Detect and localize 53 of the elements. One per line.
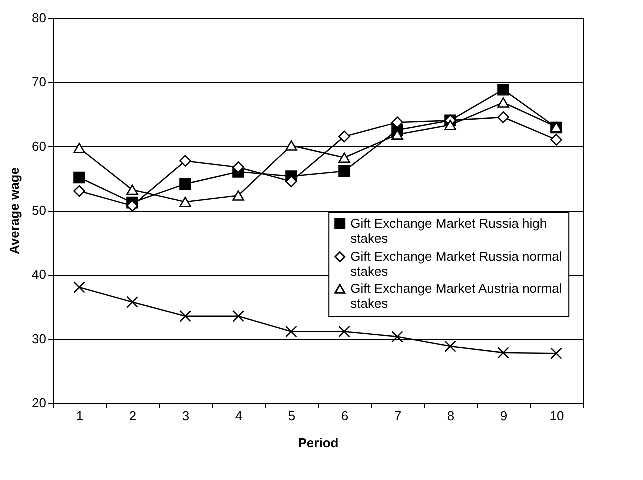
y-tick-label: 50 — [32, 203, 46, 218]
point — [550, 134, 562, 146]
legend-label: Gift Exchange Market Russia normal stakes — [350, 249, 562, 279]
point — [338, 152, 350, 164]
point — [444, 120, 456, 130]
point — [126, 184, 138, 196]
x-tick-label: 7 — [394, 408, 402, 424]
point — [232, 190, 244, 201]
x-tick-label: 3 — [182, 408, 190, 424]
point — [498, 84, 510, 96]
point — [444, 340, 456, 352]
y-axis-title: Average wage — [7, 168, 22, 254]
point — [232, 162, 244, 174]
point — [180, 310, 192, 322]
point — [74, 282, 86, 294]
x-tick-label: 2 — [129, 408, 137, 424]
y-tick-label: 40 — [32, 267, 46, 282]
point — [126, 200, 138, 212]
point — [180, 155, 192, 167]
point — [498, 347, 510, 359]
legend-label: Gift Exchange Market Russia high stakes — [350, 216, 548, 246]
point — [338, 326, 350, 338]
y-tick-label: 20 — [32, 396, 46, 410]
point — [338, 165, 350, 178]
point — [126, 296, 138, 308]
y-tick-label: 70 — [32, 74, 46, 90]
x-tick-label: 6 — [341, 408, 349, 424]
x-tick-label: 4 — [235, 408, 243, 424]
point — [286, 176, 298, 188]
point — [498, 98, 510, 108]
x-tick-label: 9 — [500, 408, 508, 424]
x-axis-title: Period — [298, 436, 339, 450]
y-tick-label: 80 — [32, 10, 46, 26]
point — [74, 185, 86, 198]
legend-label: Gift Exchange Market Austria normal stakes — [350, 281, 562, 311]
point — [392, 331, 404, 343]
point — [232, 310, 244, 322]
point — [392, 116, 404, 128]
point — [180, 178, 192, 190]
point — [286, 326, 298, 338]
point — [550, 348, 562, 360]
x-tick-label: 8 — [447, 408, 455, 424]
y-tick-label: 60 — [32, 138, 46, 154]
x-tick-label: 1 — [76, 408, 84, 424]
point — [180, 196, 192, 208]
point — [286, 140, 298, 151]
x-tick-label: 5 — [288, 408, 296, 424]
point — [338, 130, 350, 143]
x-tick-label: 10 — [550, 408, 564, 424]
point — [74, 172, 86, 184]
point — [498, 112, 510, 124]
y-tick-label: 30 — [32, 331, 46, 346]
point — [74, 143, 86, 154]
